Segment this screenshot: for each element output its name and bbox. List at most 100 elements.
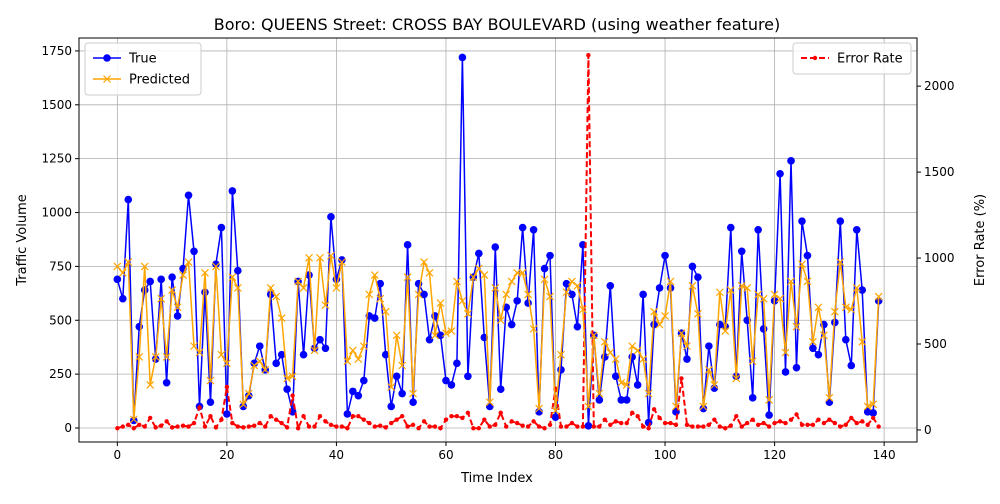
true-point <box>841 335 850 344</box>
true-point <box>140 286 149 294</box>
error-rate-point <box>323 419 328 424</box>
true-point <box>129 416 138 425</box>
error-rate-point <box>180 423 186 428</box>
error-rate-point <box>449 414 454 419</box>
true-point <box>639 290 647 299</box>
predicted-point <box>272 292 281 301</box>
predicted-point <box>305 253 313 262</box>
predicted-point <box>546 292 554 301</box>
true-point <box>809 344 817 353</box>
error-rate-point <box>690 424 695 429</box>
y-tick-label: 750 <box>49 259 72 273</box>
predicted-point <box>485 398 494 407</box>
true-point <box>633 381 642 389</box>
error-rate-point <box>536 424 542 429</box>
true-point <box>239 402 248 411</box>
error-rate-point <box>416 426 421 431</box>
error-rate-point <box>186 424 191 429</box>
true-point <box>321 344 330 353</box>
error-rate-point <box>777 419 783 424</box>
error-rate-point <box>739 424 744 429</box>
predicted-point <box>283 374 292 383</box>
true-point <box>562 279 571 288</box>
error-rate-point <box>471 426 476 431</box>
true-point <box>234 266 242 275</box>
error-rate-point <box>838 424 843 429</box>
true-point <box>694 273 702 281</box>
predicted-point <box>233 284 242 292</box>
predicted-point <box>157 294 166 303</box>
true-point <box>688 262 697 271</box>
true-point <box>305 271 313 279</box>
predicted-point <box>354 355 363 363</box>
x-tick-label: 60 <box>438 448 453 462</box>
legend-box <box>84 42 202 96</box>
error-rate-point <box>569 420 575 426</box>
predicted-point <box>261 365 270 374</box>
y2-axis-label: Error Rate (%) <box>973 194 988 286</box>
predicted-point <box>403 273 412 282</box>
predicted-point <box>557 350 565 359</box>
error-rate-point <box>772 420 777 426</box>
y-tick-label: 250 <box>49 367 72 381</box>
true-point <box>787 157 795 165</box>
true-point <box>436 331 445 340</box>
true-point <box>661 251 669 260</box>
predicted-point <box>748 357 757 366</box>
error-rate-point <box>668 420 673 426</box>
error-rate-point <box>454 414 460 419</box>
true-point <box>650 320 658 329</box>
true-point <box>409 398 417 406</box>
error-rate-point <box>241 425 246 430</box>
true-point <box>622 396 631 404</box>
true-point <box>453 359 461 368</box>
predicted-point <box>288 372 297 381</box>
true-point <box>529 225 538 234</box>
true-point <box>759 325 768 333</box>
error-rate-point <box>405 424 410 429</box>
predicted-point <box>710 380 719 389</box>
predicted-point <box>195 348 204 357</box>
predicted-point <box>212 262 220 271</box>
predicted-point <box>162 352 171 361</box>
predicted-point <box>376 294 385 303</box>
predicted-point <box>327 251 335 260</box>
predicted-point <box>491 284 500 292</box>
error-rate-point <box>230 420 235 426</box>
true-point <box>206 398 215 406</box>
error-rate-point <box>372 424 377 429</box>
true-point <box>475 249 483 258</box>
predicted-point <box>529 324 538 333</box>
error-rate-point <box>493 422 498 428</box>
error-rate-point <box>619 420 624 426</box>
error-rate-point <box>148 415 153 421</box>
true-point <box>447 381 456 389</box>
true-point <box>398 389 406 398</box>
predicted-point <box>704 365 713 374</box>
predicted-point <box>277 314 286 323</box>
error-rate-point <box>575 424 580 429</box>
predicted-point <box>743 284 752 292</box>
error-rate-point <box>438 426 443 431</box>
predicted-point <box>103 75 111 83</box>
predicted-point <box>809 337 817 346</box>
true-point <box>568 290 576 299</box>
true-point <box>113 275 122 284</box>
series-layer <box>113 52 883 432</box>
predicted-point <box>776 294 784 303</box>
true-point <box>420 290 428 299</box>
true-point <box>190 247 198 256</box>
predicted-point <box>184 258 193 267</box>
true-point <box>442 376 450 385</box>
predicted-point <box>841 303 850 312</box>
error-rate-point <box>290 393 295 398</box>
series-error-rate <box>115 52 881 432</box>
error-rate-point <box>734 414 739 419</box>
y-tick-label: 500 <box>49 313 72 327</box>
predicted-point <box>168 286 177 295</box>
predicted-point <box>348 346 357 355</box>
error-rate-point <box>427 424 432 429</box>
error-rate-point <box>761 420 766 426</box>
true-point <box>601 353 609 361</box>
error-rate-point <box>460 415 465 421</box>
